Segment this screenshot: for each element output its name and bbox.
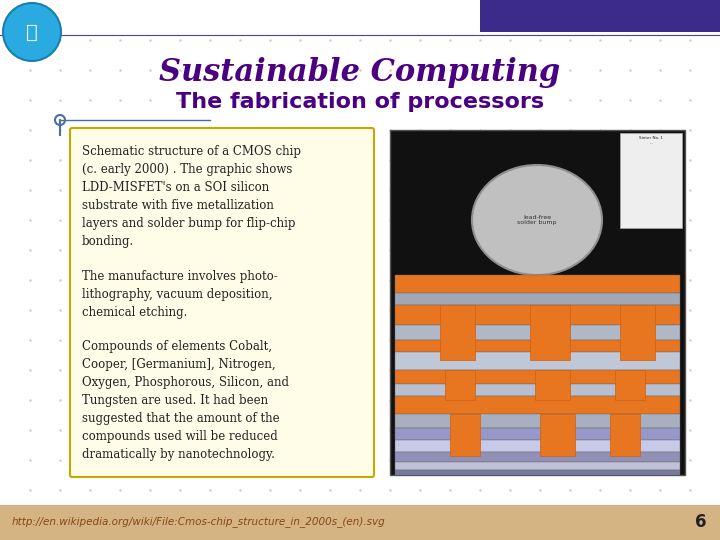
Ellipse shape	[472, 165, 602, 275]
Bar	[0, 505, 720, 540]
Text: Compounds of elements Cobalt,
Cooper, [Germanium], Nitrogen,
Oxygen, Phosphorous: Compounds of elements Cobalt, Cooper, [G…	[82, 340, 289, 461]
Bar	[395, 340, 680, 352]
Bar	[610, 414, 640, 456]
Bar	[395, 325, 680, 340]
Bar	[395, 384, 680, 396]
Bar	[395, 440, 680, 452]
Text: lead-free
solder bump: lead-free solder bump	[517, 214, 557, 225]
Text: http://en.wikipedia.org/wiki/File:Cmos-chip_structure_in_2000s_(en).svg: http://en.wikipedia.org/wiki/File:Cmos-c…	[12, 517, 386, 528]
Text: The fabrication of processors: The fabrication of processors	[176, 92, 544, 112]
Bar	[395, 414, 680, 428]
Text: 6: 6	[695, 513, 706, 531]
FancyBboxPatch shape	[70, 128, 374, 477]
Bar	[395, 462, 680, 470]
Bar	[390, 130, 685, 475]
Bar	[440, 305, 475, 360]
Bar	[395, 452, 680, 462]
Bar	[540, 414, 575, 456]
Bar	[450, 414, 480, 456]
Bar	[395, 275, 680, 293]
Text: Schematic structure of a CMOS chip
(c. early 2000) . The graphic shows
LDD-MISFE: Schematic structure of a CMOS chip (c. e…	[82, 145, 301, 248]
Bar	[395, 293, 680, 305]
Bar	[620, 133, 682, 228]
Bar	[530, 305, 570, 360]
Ellipse shape	[3, 3, 61, 61]
Bar	[395, 370, 680, 384]
Bar	[395, 305, 680, 325]
Bar	[615, 370, 645, 400]
Bar	[480, 0, 720, 32]
Bar	[535, 370, 570, 400]
Text: ⛫: ⛫	[26, 23, 38, 42]
Text: Sinter No. 1
...: Sinter No. 1 ...	[639, 136, 663, 145]
Text: Sustainable Computing: Sustainable Computing	[159, 57, 561, 87]
Bar	[395, 396, 680, 414]
Bar	[395, 352, 680, 370]
Bar	[395, 428, 680, 440]
Bar	[620, 305, 655, 360]
Bar	[445, 370, 475, 400]
Bar	[395, 470, 680, 475]
Text: The manufacture involves photo-
lithography, vacuum deposition,
chemical etching: The manufacture involves photo- lithogra…	[82, 270, 278, 319]
